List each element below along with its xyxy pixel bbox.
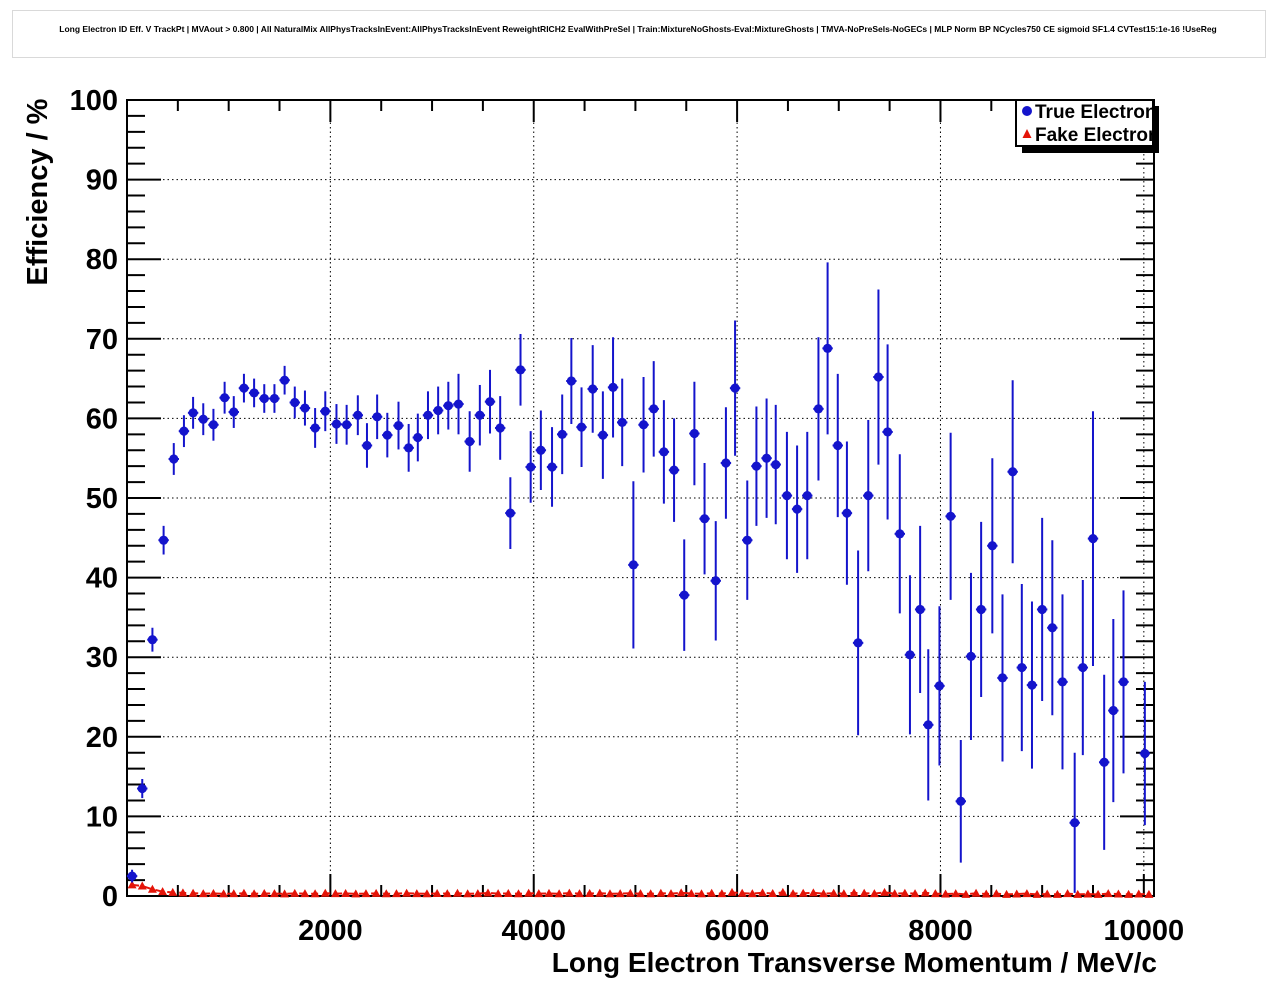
legend-box bbox=[1015, 99, 1154, 147]
true-electron-marker-icon bbox=[1022, 106, 1032, 116]
svg-text:100: 100 bbox=[70, 85, 118, 117]
gridlines bbox=[127, 100, 1154, 896]
legend-label-fake-electron: Fake Electron bbox=[1035, 125, 1160, 146]
svg-text:30: 30 bbox=[86, 642, 118, 674]
plot-title: Long Electron ID Eff. V TrackPt | MVAout… bbox=[59, 24, 1217, 34]
title-pad bbox=[12, 10, 1266, 58]
legend: True Electron Fake Electron bbox=[1015, 99, 1160, 153]
svg-text:70: 70 bbox=[86, 324, 118, 356]
svg-text:2000: 2000 bbox=[298, 915, 363, 947]
svg-text:8000: 8000 bbox=[908, 915, 973, 947]
svg-text:10: 10 bbox=[86, 801, 118, 833]
svg-text:6000: 6000 bbox=[705, 915, 770, 947]
svg-text:90: 90 bbox=[86, 165, 118, 197]
svg-text:80: 80 bbox=[86, 244, 118, 276]
svg-text:4000: 4000 bbox=[501, 915, 566, 947]
fake-electron-marker-icon bbox=[1022, 129, 1032, 138]
true-electron-series bbox=[126, 262, 1151, 893]
svg-text:10000: 10000 bbox=[1104, 915, 1185, 947]
fake-electron-series bbox=[127, 880, 1154, 898]
svg-text:0: 0 bbox=[102, 881, 118, 913]
svg-text:50: 50 bbox=[86, 483, 118, 515]
svg-text:20: 20 bbox=[86, 722, 118, 754]
x-axis-title: Long Electron Transverse Momentum / MeV/… bbox=[552, 947, 1157, 978]
axis-tick-labels: 0 10 20 30 40 50 60 70 80 90 100 2000 4000 6000 8000 10… bbox=[70, 85, 1185, 947]
svg-text:40: 40 bbox=[86, 563, 118, 595]
svg-text:60: 60 bbox=[86, 403, 118, 435]
y-axis-title: Efficiency / % bbox=[22, 98, 54, 285]
legend-label-true-electron: True Electron bbox=[1035, 102, 1156, 123]
